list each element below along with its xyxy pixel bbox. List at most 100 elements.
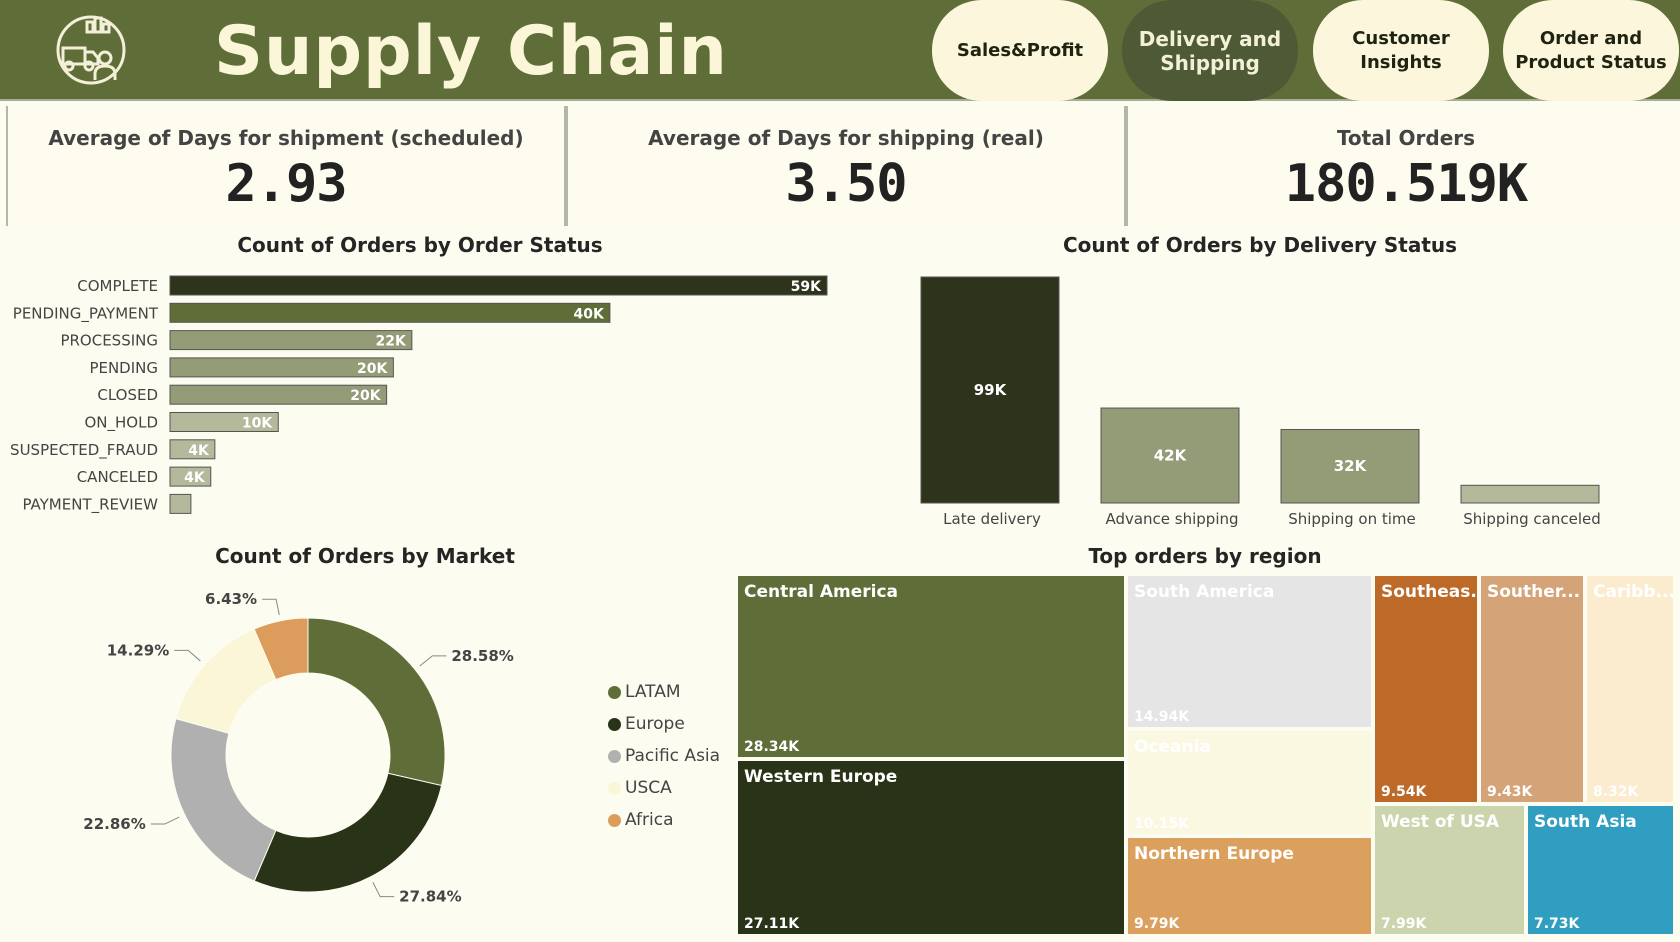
delivery-status-data-label: 32K <box>1334 457 1368 475</box>
delivery-status-category-label: Advance shipping <box>1105 510 1238 528</box>
treemap-tile: Oceania 10.15K <box>1126 729 1373 836</box>
order-status-data-label: 4K <box>184 470 206 486</box>
treemap-tile-value: 9.43K <box>1487 784 1533 800</box>
kpi-card-scheduled-days: Average of Days for shipment (scheduled)… <box>6 106 566 226</box>
treemap-tile-value: 10.15K <box>1134 816 1190 832</box>
market-leader-line <box>372 882 395 898</box>
delivery-status-bar <box>1280 428 1420 504</box>
treemap-tile-label: South America <box>1134 582 1275 602</box>
market-slice <box>253 617 309 681</box>
order-status-category-label: PAYMENT_REVIEW <box>22 495 158 514</box>
order-status-bar <box>169 275 828 296</box>
nav-button-2[interactable]: Customer Insights <box>1313 0 1489 101</box>
treemap-tile: West of USA 7.99K <box>1373 804 1526 936</box>
delivery-status-category-label: Late delivery <box>943 510 1041 528</box>
region-chart-title: Top orders by region <box>1088 544 1322 568</box>
order-status-bar <box>169 384 388 405</box>
legend-swatch <box>608 813 621 827</box>
treemap-tile: South America 14.94K <box>1126 574 1373 729</box>
market-data-label: 22.86% <box>83 815 145 833</box>
market-legend-item: Africa <box>608 804 720 836</box>
order-status-category-label: CANCELED <box>77 468 158 486</box>
market-data-label: 14.29% <box>107 641 169 659</box>
treemap-tile-label: Oceania <box>1134 737 1211 757</box>
market-legend-item: USCA <box>608 772 720 804</box>
market-slice <box>307 617 446 787</box>
market-legend-item: LATAM <box>608 676 720 708</box>
kpi-card-total-orders: Total Orders 180.519K <box>1126 106 1680 226</box>
order-status-bar-chart: COMPLETE 59K PENDING_PAYMENT 40K PROCESSING 2… <box>10 275 828 514</box>
treemap-tile: Western Europe 27.11K <box>736 759 1126 936</box>
delivery-status-data-label: 99K <box>974 381 1008 399</box>
treemap-tile-label: South Asia <box>1534 812 1637 832</box>
page-title: Supply Chain <box>214 12 728 91</box>
order-status-data-label: 20K <box>350 388 381 404</box>
supply-chain-logo-icon <box>56 15 126 85</box>
order-status-data-label: 59K <box>791 279 822 295</box>
legend-swatch <box>608 781 621 795</box>
market-slice <box>253 772 443 893</box>
legend-label: Europe <box>625 714 685 734</box>
kpi-value: 2.93 <box>225 154 347 214</box>
market-legend-item: Pacific Asia <box>608 740 720 772</box>
delivery-status-category-label: Shipping on time <box>1288 510 1416 528</box>
delivery-status-bar <box>1100 407 1240 504</box>
legend-label: USCA <box>625 778 672 798</box>
market-data-label: 27.84% <box>399 888 461 906</box>
market-leader-line <box>150 816 180 825</box>
treemap-tile-label: Souther... <box>1487 582 1581 602</box>
delivery-status-bar-chart: 99K Late delivery 42K Advance shipping 32K Sh… <box>920 276 1601 528</box>
treemap-tile-value: 8.32K <box>1593 784 1639 800</box>
market-leader-line <box>174 649 201 662</box>
market-slice <box>170 717 277 882</box>
treemap-tile: Central America 28.34K <box>736 574 1126 759</box>
order-status-data-label: 40K <box>574 306 605 322</box>
kpi-card-real-days: Average of Days for shipping (real) 3.50 <box>566 106 1126 226</box>
market-data-label: 6.43% <box>205 590 257 608</box>
region-treemap: Central America 28.34K Western Europe 27.11… <box>736 574 1675 936</box>
kpi-label: Average of Days for shipment (scheduled) <box>48 126 524 150</box>
market-leader-line <box>419 655 447 667</box>
legend-label: Africa <box>625 810 674 830</box>
kpi-label: Total Orders <box>1336 126 1476 150</box>
treemap-tile: Southeas... 9.54K <box>1373 574 1479 804</box>
treemap-tile-label: Caribb... <box>1593 582 1675 602</box>
nav-button-1[interactable]: Delivery and Shipping <box>1122 0 1298 101</box>
market-leader-line <box>262 598 280 616</box>
order-status-bar <box>169 439 216 460</box>
treemap-tile-value: 9.54K <box>1381 784 1427 800</box>
order-status-bar <box>169 357 394 378</box>
order-status-bar <box>169 302 611 323</box>
order-status-bar <box>169 412 279 432</box>
order-status-category-label: ON_HOLD <box>84 414 158 433</box>
order-status-data-label: 22K <box>376 334 407 350</box>
order-status-data-label: 20K <box>357 361 388 377</box>
treemap-tile: Northern Europe 9.79K <box>1126 836 1373 936</box>
legend-label: Pacific Asia <box>625 746 721 766</box>
delivery-status-chart-title: Count of Orders by Delivery Status <box>1062 233 1458 257</box>
market-donut-chart: 28.58% 27.84% 22.86% 14.29% 6.43% <box>83 590 514 906</box>
legend-swatch <box>608 685 621 699</box>
header-bar: Supply Chain Sales&Profit Delivery and Sh… <box>0 0 1680 101</box>
kpi-label: Average of Days for shipping (real) <box>648 126 1044 150</box>
order-status-category-label: PROCESSING <box>60 332 158 350</box>
order-status-bar <box>169 493 192 514</box>
order-status-category-label: COMPLETE <box>77 277 158 295</box>
treemap-tile-label: Western Europe <box>744 767 898 787</box>
delivery-status-bar <box>920 276 1060 504</box>
order-status-bar <box>169 466 212 487</box>
delivery-status-category-label: Shipping canceled <box>1463 510 1601 528</box>
legend-swatch <box>608 749 621 763</box>
treemap-tile-label: Northern Europe <box>1134 844 1294 864</box>
kpi-value: 180.519K <box>1284 154 1528 214</box>
order-status-category-label: SUSPECTED_FRAUD <box>10 441 158 460</box>
nav-button-3[interactable]: Order and Product Status <box>1503 0 1679 101</box>
treemap-tile-label: Central America <box>744 582 898 602</box>
market-legend-item: Europe <box>608 708 720 740</box>
order-status-category-label: PENDING_PAYMENT <box>13 304 159 323</box>
legend-swatch <box>608 717 621 731</box>
order-status-bar <box>169 330 413 351</box>
nav-button-0[interactable]: Sales&Profit <box>932 0 1108 101</box>
treemap-tile-value: 14.94K <box>1134 709 1190 725</box>
order-status-data-label: 4K <box>188 443 210 459</box>
